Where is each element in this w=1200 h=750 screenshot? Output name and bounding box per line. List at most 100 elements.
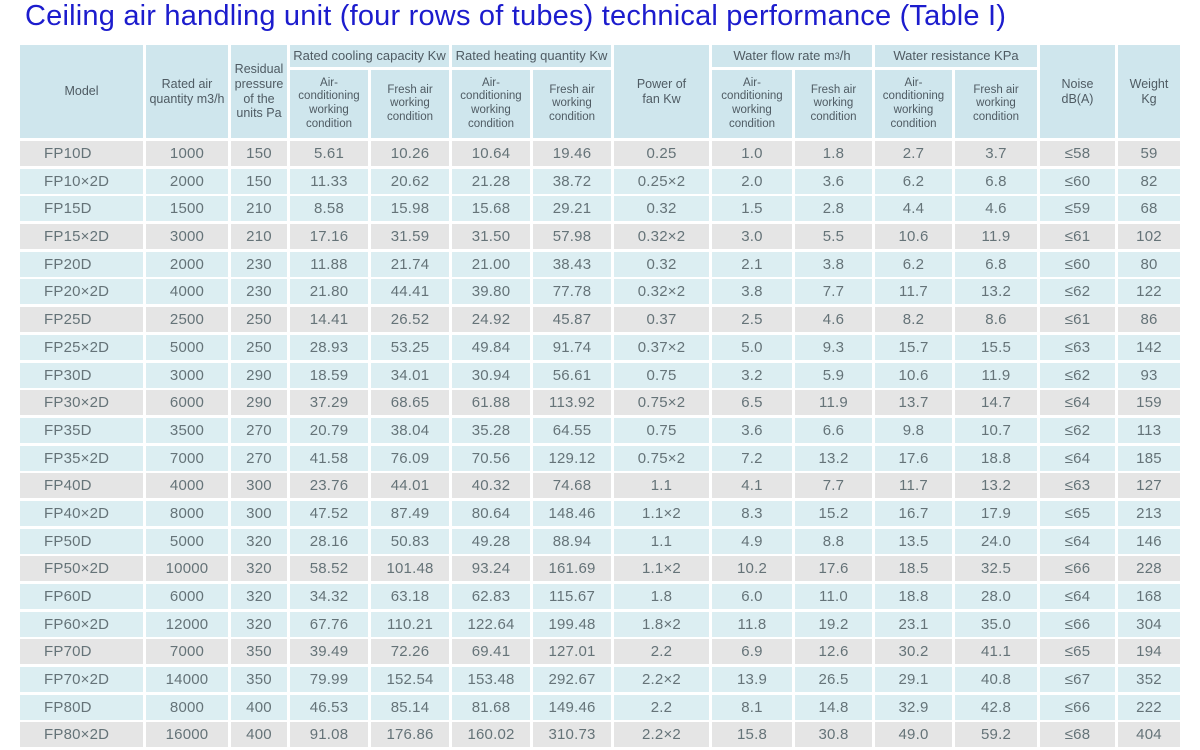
- value-cell: 1.1: [614, 473, 709, 499]
- value-cell: 2.2×2: [614, 667, 709, 693]
- value-cell: 6.9: [712, 639, 792, 665]
- subheader-water-resistance-fresh-air: Fresh air working condition: [955, 70, 1037, 138]
- water-flow-label-post: /h: [839, 48, 851, 64]
- subheader-heating-fresh-air: Fresh air working condition: [533, 70, 611, 138]
- header-water-flow-group: Water flow rate m 3/h: [712, 45, 872, 67]
- value-cell: 6.5: [712, 390, 792, 416]
- table-row: FP15×2D 3000 210 17.16 31.59 31.50 57.98 0.32×2…: [20, 224, 1180, 250]
- model-cell: FP30D: [20, 362, 143, 388]
- value-cell: 28.16: [290, 528, 368, 554]
- table-row: FP80D 8000 400 46.53 85.14 81.68 149.46 2.2 8.1 1…: [20, 694, 1180, 720]
- value-cell: 20.62: [371, 168, 449, 194]
- value-cell: 8.1: [712, 694, 792, 720]
- value-cell: 101.48: [371, 556, 449, 582]
- value-cell: 3.8: [795, 251, 872, 277]
- value-cell: 74.68: [533, 473, 611, 499]
- value-cell: 21.00: [452, 251, 530, 277]
- value-cell: 34.01: [371, 362, 449, 388]
- value-cell: 320: [231, 528, 287, 554]
- value-cell: 142: [1118, 334, 1180, 360]
- value-cell: 0.75×2: [614, 445, 709, 471]
- header-power-of-fan: Power of fan Kw: [614, 45, 709, 138]
- value-cell: 300: [231, 473, 287, 499]
- value-cell: 8.2: [875, 307, 952, 333]
- value-cell: 11.8: [712, 611, 792, 637]
- value-cell: 404: [1118, 722, 1180, 748]
- value-cell: 1.1×2: [614, 500, 709, 526]
- value-cell: 5.5: [795, 224, 872, 250]
- value-cell: 10.2: [712, 556, 792, 582]
- value-cell: 1.0: [712, 141, 792, 166]
- value-cell: 230: [231, 251, 287, 277]
- value-cell: 50.83: [371, 528, 449, 554]
- value-cell: 49.0: [875, 722, 952, 748]
- value-cell: 11.33: [290, 168, 368, 194]
- header-water-resistance-group: Water resistance KPa: [875, 45, 1037, 67]
- table-row: FP50×2D 10000 320 58.52 101.48 93.24 161.69 1.1…: [20, 556, 1180, 582]
- value-cell: 7.7: [795, 473, 872, 499]
- value-cell: 15.2: [795, 500, 872, 526]
- value-cell: 4.6: [795, 307, 872, 333]
- subheader-cooling-air-conditioning: Air-conditioning working condition: [290, 70, 368, 138]
- model-cell: FP40D: [20, 473, 143, 499]
- value-cell: 11.0: [795, 584, 872, 609]
- subheader-water-flow-fresh-air: Fresh air working condition: [795, 70, 872, 138]
- value-cell: 63.18: [371, 584, 449, 609]
- value-cell: 32.9: [875, 694, 952, 720]
- value-cell: 10.7: [955, 417, 1037, 443]
- value-cell: 290: [231, 362, 287, 388]
- value-cell: ≤64: [1040, 445, 1115, 471]
- value-cell: 39.80: [452, 279, 530, 305]
- value-cell: 6.8: [955, 168, 1037, 194]
- value-cell: 93.24: [452, 556, 530, 582]
- model-cell: FP10×2D: [20, 168, 143, 194]
- value-cell: 82: [1118, 168, 1180, 194]
- value-cell: 2.1: [712, 251, 792, 277]
- value-cell: 41.1: [955, 639, 1037, 665]
- value-cell: 18.5: [875, 556, 952, 582]
- value-cell: 26.52: [371, 307, 449, 333]
- value-cell: 6000: [146, 390, 228, 416]
- value-cell: 122: [1118, 279, 1180, 305]
- value-cell: 113: [1118, 417, 1180, 443]
- model-cell: FP60D: [20, 584, 143, 609]
- value-cell: 160.02: [452, 722, 530, 748]
- value-cell: 0.75: [614, 362, 709, 388]
- table-row: FP35D 3500 270 20.79 38.04 35.28 64.55 0.75 3.6 6…: [20, 417, 1180, 443]
- water-flow-label-pre: Water flow rate m: [733, 48, 835, 64]
- value-cell: 38.43: [533, 251, 611, 277]
- value-cell: 45.87: [533, 307, 611, 333]
- model-cell: FP70×2D: [20, 667, 143, 693]
- model-cell: FP70D: [20, 639, 143, 665]
- value-cell: 3.0: [712, 224, 792, 250]
- value-cell: 11.9: [795, 390, 872, 416]
- value-cell: 4.9: [712, 528, 792, 554]
- value-cell: 15.8: [712, 722, 792, 748]
- value-cell: 199.48: [533, 611, 611, 637]
- value-cell: 86: [1118, 307, 1180, 333]
- value-cell: 17.6: [795, 556, 872, 582]
- value-cell: 222: [1118, 694, 1180, 720]
- value-cell: 110.21: [371, 611, 449, 637]
- value-cell: 13.2: [795, 445, 872, 471]
- subheader-heating-air-conditioning: Air-conditioning working condition: [452, 70, 530, 138]
- value-cell: 39.49: [290, 639, 368, 665]
- value-cell: 37.29: [290, 390, 368, 416]
- value-cell: 352: [1118, 667, 1180, 693]
- value-cell: 1000: [146, 141, 228, 166]
- value-cell: 32.5: [955, 556, 1037, 582]
- value-cell: 68.65: [371, 390, 449, 416]
- value-cell: 18.8: [875, 584, 952, 609]
- value-cell: 3.7: [955, 141, 1037, 166]
- model-cell: FP15D: [20, 196, 143, 222]
- value-cell: 23.76: [290, 473, 368, 499]
- value-cell: ≤58: [1040, 141, 1115, 166]
- table-row: FP20×2D 4000 230 21.80 44.41 39.80 77.78 0.32×2…: [20, 279, 1180, 305]
- table-header: Model Rated air quantity m3/h Residual p…: [20, 45, 1180, 138]
- value-cell: 2.2×2: [614, 722, 709, 748]
- model-cell: FP30×2D: [20, 390, 143, 416]
- value-cell: 161.69: [533, 556, 611, 582]
- value-cell: 250: [231, 334, 287, 360]
- value-cell: 69.41: [452, 639, 530, 665]
- value-cell: 80.64: [452, 500, 530, 526]
